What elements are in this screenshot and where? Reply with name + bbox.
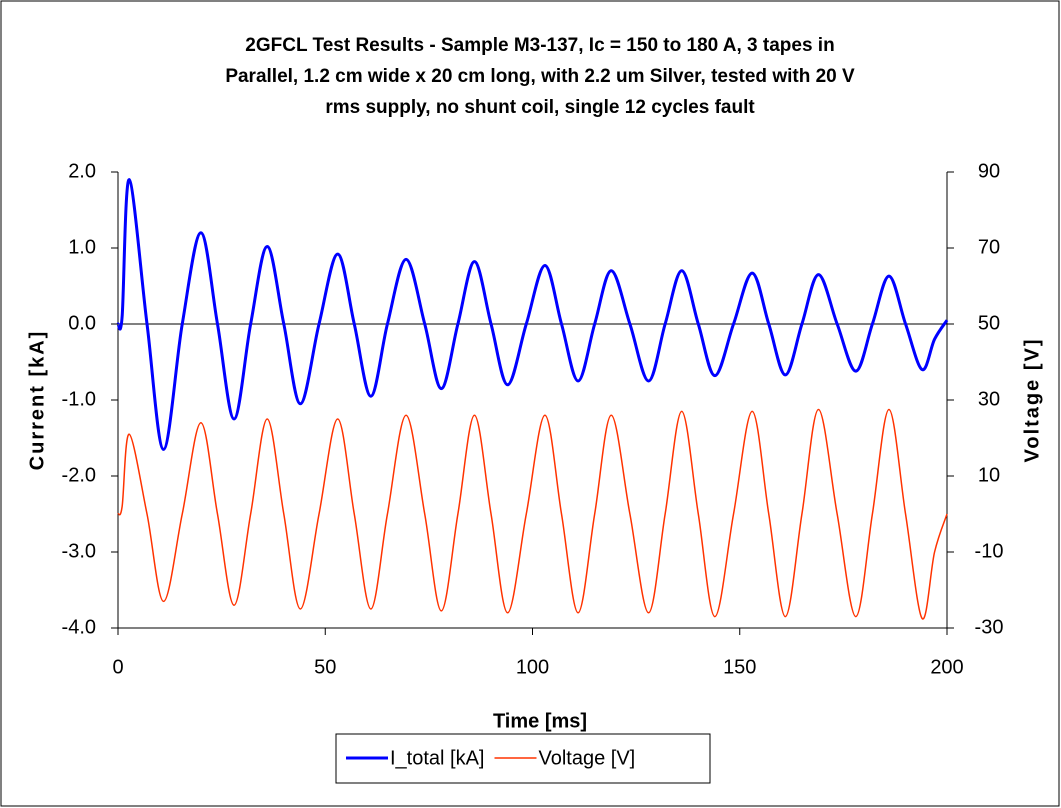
x-tick-label: 150 xyxy=(723,656,756,678)
data-line xyxy=(116,178,949,451)
y-tick-label: 1.0 xyxy=(68,236,96,258)
chart-title: rms supply, no shunt coil, single 12 cyc… xyxy=(325,97,755,118)
x-tick-label: 200 xyxy=(930,656,963,678)
x-tick-label: 100 xyxy=(516,656,549,678)
y2-tick-label: 10 xyxy=(978,464,1000,486)
y-tick-label: 0.0 xyxy=(68,312,96,334)
y2-tick-label: 30 xyxy=(978,388,1000,410)
x-tick-label: 0 xyxy=(112,656,123,678)
x-tick-label: 50 xyxy=(314,656,336,678)
legend-label: Voltage [V] xyxy=(539,747,636,769)
y-tick-label: -4.0 xyxy=(62,616,96,638)
y2-tick-label: 50 xyxy=(978,312,1000,334)
y2-tick-label: 90 xyxy=(978,160,1000,182)
chart-title: 2GFCL Test Results - Sample M3-137, Ic =… xyxy=(245,35,834,56)
chart-title: Parallel, 1.2 cm wide x 20 cm long, with… xyxy=(225,66,855,87)
y2-tick-label: -10 xyxy=(975,540,1004,562)
y-tick-label: 2.0 xyxy=(68,160,96,182)
x-axis-label: Time [ms] xyxy=(493,710,587,732)
y2-tick-label: 70 xyxy=(978,236,1000,258)
data-line xyxy=(117,408,948,620)
y-axis-label: Current [kA] xyxy=(26,330,48,471)
y-tick-label: -1.0 xyxy=(62,388,96,410)
y-tick-label: -2.0 xyxy=(62,464,96,486)
y-tick-label: -3.0 xyxy=(62,540,96,562)
y2-axis-label: Voltage [V] xyxy=(1021,338,1043,463)
legend-label: I_total [kA] xyxy=(390,747,485,769)
y2-tick-label: -30 xyxy=(975,616,1004,638)
